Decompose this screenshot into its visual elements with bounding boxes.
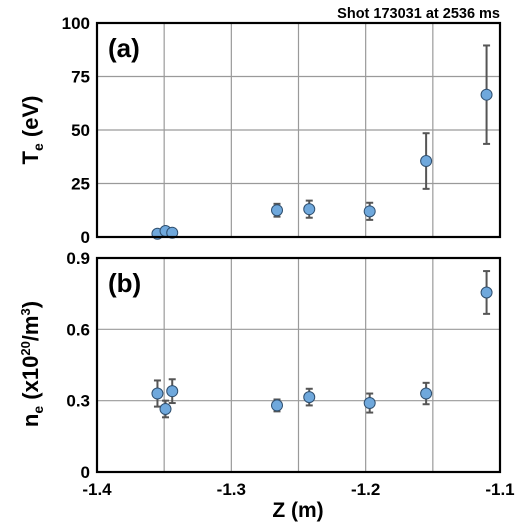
ylabel-b-sup: 20 (18, 341, 33, 355)
grid-a (97, 22, 500, 238)
data-point-b-0 (151, 387, 164, 400)
data-point-b-2 (166, 385, 179, 398)
panel-label-a: (a) (108, 33, 140, 63)
ylabel-b-sup2: 3 (18, 308, 33, 315)
y-axis-label-a: Te (eV) (18, 96, 46, 165)
panel-b: 0 0.3 0.6 0.9 -1.4 -1.3 -1.2 -1.1 (b) ne (x102… (18, 249, 515, 522)
data-point-a-5 (363, 205, 376, 218)
yticks-b: 0 0.3 0.6 0.9 (66, 249, 90, 482)
data-point-a-6 (420, 155, 433, 168)
data-point-b-3 (271, 399, 284, 412)
marks-a (151, 44, 493, 240)
ylabel-b-sub: e (30, 406, 46, 414)
ytick-label-b-0: 0 (81, 463, 90, 482)
ytick-label-b-2: 0.6 (66, 320, 90, 339)
data-point-b-1 (159, 402, 172, 415)
ytick-label-a-3: 75 (71, 68, 90, 87)
ytick-label-a-2: 50 (71, 121, 90, 140)
ytick-label-a-0: 0 (81, 228, 90, 247)
data-point-b-7 (480, 286, 493, 299)
panel-label-b: (b) (108, 268, 141, 298)
data-point-a-4 (303, 203, 316, 216)
ylabel-b-rest: (x10 (18, 356, 43, 406)
shot-annotation: Shot 173031 at 2536 ms (337, 6, 500, 22)
data-point-b-4 (303, 391, 316, 404)
data-point-a-2 (166, 226, 179, 239)
ylabel-b-end: /m (18, 316, 43, 342)
ylabel-a-main: T (18, 150, 43, 164)
ylabel-b-close: ) (18, 301, 43, 308)
data-point-a-3 (271, 204, 284, 217)
x-axis-label: Z (m) (272, 499, 323, 522)
ylabel-a-sub: e (30, 143, 46, 151)
data-point-b-5 (363, 397, 376, 410)
ylabel-a-rest: (eV) (18, 96, 43, 144)
ytick-label-b-3: 0.9 (66, 249, 90, 268)
xtick-label-1: -1.3 (217, 480, 246, 499)
xtick-label-0: -1.4 (82, 480, 112, 499)
data-point-a-7 (480, 88, 493, 101)
plot-frame-b (95, 256, 502, 474)
plot-frame-a (95, 21, 502, 239)
ytick-label-a-1: 25 (71, 175, 90, 194)
marks-b (151, 270, 493, 419)
ytick-label-b-1: 0.3 (66, 392, 90, 411)
xticks-b: -1.4 -1.3 -1.2 -1.1 (82, 480, 514, 499)
y-axis-label-b: ne (x1020/m3) (18, 301, 46, 427)
xtick-label-3: -1.1 (485, 480, 514, 499)
grid-b (97, 257, 500, 473)
xtick-label-2: -1.2 (351, 480, 380, 499)
yticks-a: 0 25 50 75 100 (62, 14, 90, 247)
data-point-b-6 (420, 387, 433, 400)
panel-a: 0 25 50 75 100 (a) Shot 173031 at 2536 ms Te… (18, 6, 502, 247)
ylabel-b-main: n (18, 414, 43, 427)
ytick-label-a-4: 100 (62, 14, 90, 33)
